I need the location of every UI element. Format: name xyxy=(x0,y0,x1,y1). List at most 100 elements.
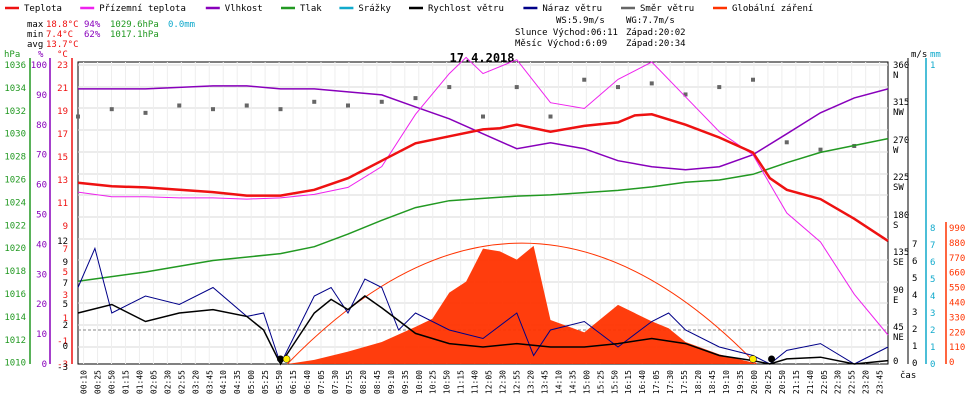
moonrise-marker xyxy=(282,355,291,363)
wind-direction-point xyxy=(447,85,452,90)
axis-tick-time: 15:00 xyxy=(582,370,591,394)
legend-label-2: Vlhkost xyxy=(225,4,263,14)
axis-tick-time: 07:05 xyxy=(317,370,326,394)
axis-tick-degc: 1 xyxy=(63,314,68,324)
axis-tick-time: 13:20 xyxy=(526,370,535,394)
wind-direction-point xyxy=(582,77,587,82)
axis-tick-time: 23:20 xyxy=(862,370,871,394)
info-moonrise: Měsíc Východ:6:09 xyxy=(515,39,607,49)
info-sunrise: Slunce Východ:06:11 xyxy=(515,28,618,38)
axis-tick-degc: 21 xyxy=(57,84,68,94)
info-ws: WS:5.9m/s xyxy=(556,16,605,26)
wind-direction-point xyxy=(818,147,823,152)
stat-max-temp: 18.8°C xyxy=(46,20,79,30)
stat-max-rain: 0.0mm xyxy=(168,20,195,30)
axis-tick-mm: 7 xyxy=(930,241,935,251)
axis-tick-time: 12:55 xyxy=(513,370,522,394)
axis-tick-winddir: 360 xyxy=(893,61,909,71)
axis-tick-time: 11:15 xyxy=(457,370,466,394)
series-solar-radiation xyxy=(287,245,757,364)
info-moonset: Západ:20:34 xyxy=(626,39,686,49)
axis-tick-time: 03:20 xyxy=(191,370,200,394)
axis-tick-time: 12:30 xyxy=(499,370,508,394)
axis-unit-mm: mm xyxy=(930,50,941,60)
axis-tick-degc: 13 xyxy=(57,176,68,186)
axis-tick-time: 05:00 xyxy=(247,370,256,394)
axis-tick-degc: 15 xyxy=(57,153,68,163)
axis-tick-time: 00:50 xyxy=(108,370,117,394)
axis-tick-time: 09:35 xyxy=(401,370,410,394)
axis-tick-time: 07:55 xyxy=(345,370,354,394)
axis-tick-time: 22:55 xyxy=(848,370,857,394)
wind-direction-point xyxy=(751,77,755,82)
axis-tick-time: 01:40 xyxy=(135,370,144,394)
chart-title: 17.4.2018 xyxy=(449,51,514,65)
series-n-raz-v-tru xyxy=(77,246,889,366)
axis-tick-ms: 0 xyxy=(912,359,917,369)
stat-max-press: 1029.6hPa xyxy=(110,20,159,30)
axis-tick-hpa: 1028 xyxy=(4,153,26,163)
axis-tick-time: 14:35 xyxy=(568,370,577,394)
axis-tick-pct: 40 xyxy=(36,240,47,250)
axis-tick-pct: 20 xyxy=(36,300,47,310)
axis-tick-degc-low: 2 xyxy=(63,321,68,331)
moonset-marker xyxy=(749,355,757,363)
axis-tick-hpa: 1010 xyxy=(4,359,26,369)
axis-tick-wm2: 990 xyxy=(949,224,965,234)
axis-tick-mm: 5 xyxy=(930,275,935,285)
axis-tick-time: 20:00 xyxy=(750,370,759,394)
axis-tick-wm2: 220 xyxy=(949,328,965,338)
axis-tick-ms: 6 xyxy=(912,257,917,267)
axis-tick-ms: 7 xyxy=(912,240,917,250)
axis-tick-winddir: 270 xyxy=(893,136,909,146)
legend-label-6: Náraz větru xyxy=(542,4,602,14)
axis-tick-mm: 2 xyxy=(930,326,935,336)
axis-tick-time: 10:25 xyxy=(429,370,438,394)
axis-tick-time: 17:55 xyxy=(680,370,689,394)
legend-label-7: Směr větru xyxy=(640,4,694,14)
legend-label-1: Přízemní teplota xyxy=(99,4,186,14)
series-vlhkost xyxy=(78,85,889,171)
axis-tick-winddir: N xyxy=(893,71,898,81)
axis-tick-wm2: 110 xyxy=(949,343,965,353)
stat-min-hum: 62% xyxy=(84,30,101,40)
stat-max-hum: 94% xyxy=(84,20,101,30)
axis-tick-degc-low: 7 xyxy=(63,279,68,289)
axis-tick-hpa: 1034 xyxy=(4,84,26,94)
axis-tick-time: 01:15 xyxy=(121,370,130,394)
wind-direction-point xyxy=(312,99,317,104)
stat-min-label: min xyxy=(27,30,43,40)
axis-tick-time: 16:15 xyxy=(624,370,633,394)
axis-tick-time: 17:05 xyxy=(652,370,661,394)
axis-tick-pct: 90 xyxy=(36,91,47,101)
axis-tick-hpa: 1014 xyxy=(4,313,26,323)
axis-tick-time: 08:45 xyxy=(373,370,382,394)
wind-direction-point xyxy=(211,107,215,112)
axis-tick-time: 02:30 xyxy=(163,370,172,394)
axis-tick-hpa: 1022 xyxy=(4,221,26,231)
series-p-zemn-teplota xyxy=(77,56,889,336)
axis-tick-time: 18:20 xyxy=(694,370,703,394)
legend-label-8: Globální záření xyxy=(732,4,813,14)
axis-tick-winddir: SW xyxy=(893,183,904,193)
axis-tick-degc-low: 5 xyxy=(63,300,68,310)
wind-direction-point xyxy=(548,114,553,119)
axis-tick-mm: 0 xyxy=(930,360,935,370)
stat-avg-temp: 13.7°C xyxy=(46,40,79,50)
wind-direction-point xyxy=(379,99,384,104)
sunrise-marker xyxy=(277,355,284,363)
wind-direction-point xyxy=(413,96,418,101)
axis-unit-degc: °C xyxy=(57,50,68,60)
axis-tick-time: 20:25 xyxy=(764,370,773,394)
axis-tick-ms: 5 xyxy=(912,274,917,284)
wind-direction-point xyxy=(481,114,485,119)
axis-tick-wm2: 330 xyxy=(949,313,965,323)
axis-tick-time: 15:25 xyxy=(596,370,605,394)
axis-tick-time: 10:00 xyxy=(415,370,424,394)
axis-tick-time: 06:15 xyxy=(289,370,298,394)
axis-tick-degc: 3 xyxy=(63,291,68,301)
stat-min-temp: 7.4°C xyxy=(46,30,73,40)
axis-tick-time: 14:10 xyxy=(554,370,563,394)
axis-tick-hpa: 1018 xyxy=(4,267,26,277)
wind-direction-point xyxy=(346,103,350,108)
